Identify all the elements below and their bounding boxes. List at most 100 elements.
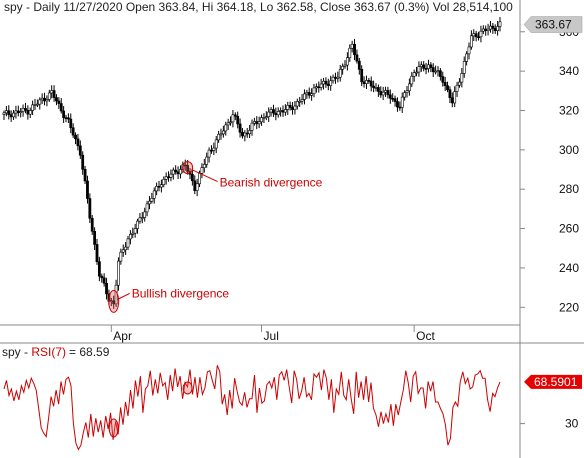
candle-body [417,66,421,73]
candle-body [248,130,252,135]
candle-body [31,104,35,111]
candle-body [74,134,77,140]
candle-body [16,110,20,114]
candle-body [152,190,156,199]
candle-body [35,103,39,106]
candle-body [57,100,61,104]
candle-body [381,91,385,96]
candle-body [489,25,492,30]
candle-body [477,36,480,39]
candle-body [391,98,395,100]
candle-body [224,124,228,132]
candle-body [55,97,58,102]
last-price-tag: 363.67 [523,16,583,33]
candle-body [162,178,166,185]
candle-body [97,261,101,277]
candle-body [450,97,454,104]
candle-body [171,169,175,175]
candle-body [243,132,247,137]
candle-body [241,132,244,137]
rsi-legend: spy - RSI(7) = 68.59 [2,345,110,359]
candle-body [400,96,404,108]
candle-body [71,127,75,136]
candle-body [353,43,356,56]
candle-body [453,91,457,104]
candle-body [88,198,92,219]
candle-body [279,110,283,112]
rsi-last-value-label: 68.5901 [534,375,578,389]
price-panel-background [0,0,520,325]
candle-body [422,64,426,69]
price-series [2,17,502,309]
candle-body [460,73,464,83]
candle-body [198,173,201,185]
candle-body [145,203,149,213]
candle-body [221,130,225,135]
candle-body [19,111,23,114]
candle-body [176,171,180,175]
candle-body [360,69,364,83]
candle-body [310,93,314,96]
candle-body [479,30,483,38]
candle-body [357,60,361,70]
candle-body [322,80,325,85]
candle-body [443,81,447,86]
candle-body [47,92,51,100]
candle-body [76,138,80,147]
candle-body [250,122,254,131]
x-tick-label: Jul [264,329,279,343]
candle-body [217,133,221,141]
candle-body [95,244,99,262]
candle-body [205,156,209,165]
candle-body [300,99,304,102]
candle-body [481,28,485,32]
candle-body [291,107,294,110]
rsi-line [3,365,501,451]
candle-body [491,25,495,29]
candle-body [64,117,68,119]
candle-body [66,117,70,120]
candle-body [307,92,311,96]
candle-body [193,180,197,191]
candle-body [195,183,199,191]
candle-body [319,83,323,88]
candle-body [312,87,316,95]
candle-body [338,69,342,78]
candle-body [415,71,418,74]
candle-body [317,86,321,89]
candle-body [252,121,256,124]
candle-body [14,110,18,114]
candle-body [231,114,235,123]
candle-body [343,64,347,67]
candle-body [334,76,337,79]
candle-body [2,112,6,115]
rsi-y-tick-label: 30 [565,417,579,431]
candle-body [7,110,11,115]
candle-body [236,115,240,125]
candle-body [207,149,211,158]
candle-body [45,99,49,102]
price-annotations: Bearish divergence Bullish divergence [108,161,323,313]
candle-body [469,35,473,48]
candle-body [438,70,442,77]
candle-body [472,33,476,37]
candle-body [314,86,318,89]
candle-body [458,81,461,86]
candle-body [93,231,97,245]
candle-body [164,176,168,180]
candle-body [233,114,237,117]
candle-body [21,107,25,112]
candle-body [4,110,8,114]
candle-body [412,72,416,77]
last-price-label: 363.67 [535,18,572,32]
candle-body [136,220,139,229]
candle-body [362,81,366,84]
candle-body [167,176,170,179]
candle-body [59,103,63,112]
candle-body [398,106,402,109]
candle-body [393,98,397,102]
candle-body [355,54,359,62]
candle-body [281,110,285,113]
candle-body [50,90,54,94]
candle-body [62,110,66,118]
